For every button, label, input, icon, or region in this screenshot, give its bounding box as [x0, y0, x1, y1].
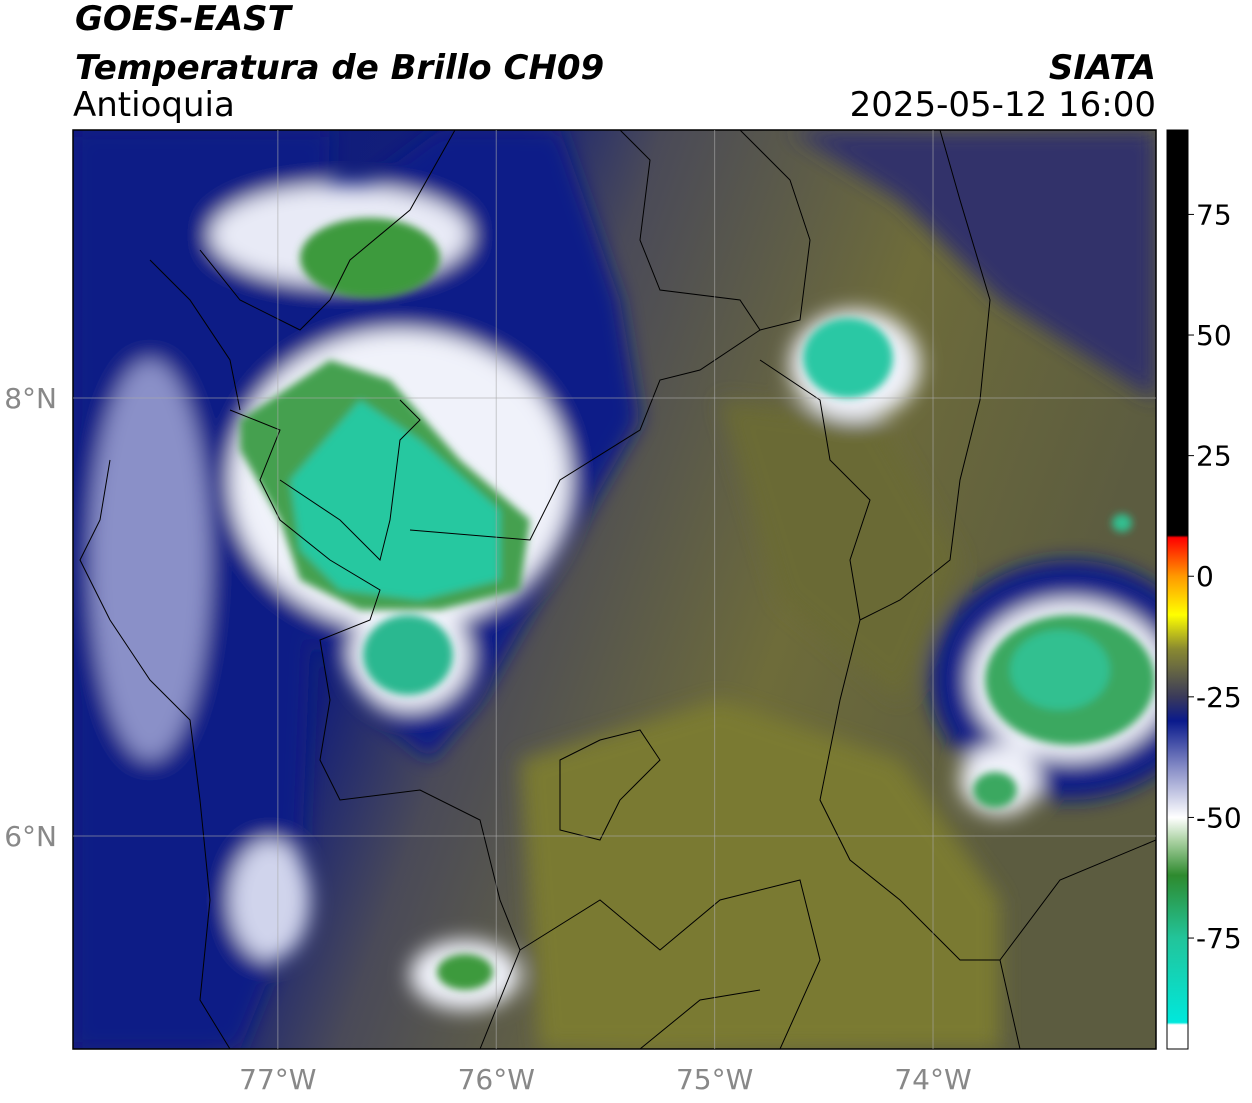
y-tick-label: 8°N [4, 382, 57, 415]
satellite-image [73, 130, 1156, 1049]
x-tick-label: 76°W [458, 1063, 535, 1096]
region: Antioquia [73, 85, 235, 125]
colorbar [1166, 129, 1189, 1050]
colorbar-tick-label: -50 [1196, 801, 1242, 834]
borders [79, 130, 1156, 1049]
colorbar-tick-label: 50 [1196, 319, 1232, 352]
y-tick-label: 6°N [4, 820, 57, 853]
graticule [73, 130, 1156, 1049]
colorbar-tick-label: 75 [1196, 198, 1232, 231]
x-tick-label: 77°W [239, 1063, 316, 1096]
subtitle: Temperatura de Brillo CH09 [75, 48, 604, 88]
colorbar-tick-label: -25 [1196, 681, 1242, 714]
datetime: 2025-05-12 16:00 [850, 85, 1156, 125]
source: SIATA [1049, 48, 1156, 88]
title: GOES-EAST [75, 0, 294, 39]
colorbar-tick-label: 25 [1196, 440, 1232, 473]
colorbar-tick-label: 0 [1196, 560, 1214, 593]
x-tick-label: 75°W [676, 1063, 753, 1096]
colorbar-tick-label: -75 [1196, 922, 1242, 955]
map-frame [72, 129, 1157, 1050]
cold-tops [240, 218, 1155, 990]
x-tick-label: 74°W [894, 1063, 971, 1096]
